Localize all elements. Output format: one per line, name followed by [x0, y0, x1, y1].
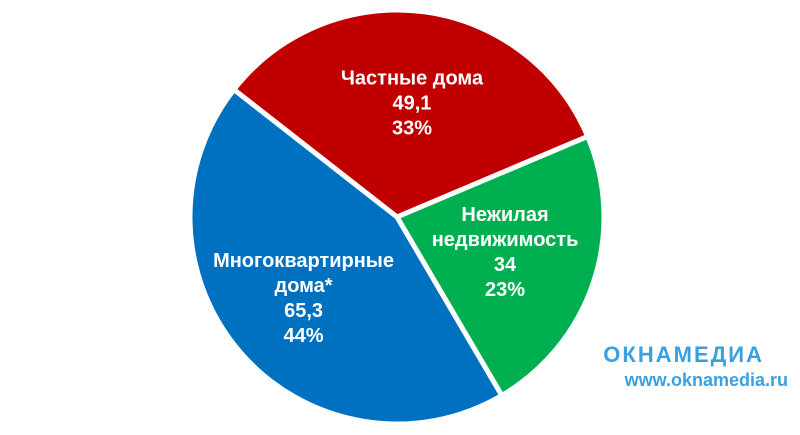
pie-slice — [393, 133, 607, 399]
category-label: Частные дома — [340, 67, 484, 90]
share-label: 33% — [391, 117, 432, 140]
pie-slice — [230, 7, 591, 220]
watermark-url: www.oknamedia.ru — [624, 370, 788, 390]
category-label: Многоквартирные дома* — [213, 249, 395, 297]
value-label: 34 — [493, 253, 517, 276]
value-label: 65,3 — [284, 299, 324, 322]
slice-label: Нежилая недвижимость 34 23% — [405, 203, 605, 303]
slice-label: Многоквартирные дома* 65,3 44% — [204, 249, 404, 349]
slice-label: Частные дома 49,1 33% — [312, 67, 512, 142]
share-label: 44% — [283, 324, 324, 347]
category-label: Нежилая недвижимость — [431, 203, 579, 251]
watermark-logo: ОКНАМЕДИА — [603, 342, 764, 367]
pie-slice — [187, 86, 506, 427]
value-label: 49,1 — [392, 92, 432, 115]
share-label: 23% — [485, 278, 526, 301]
